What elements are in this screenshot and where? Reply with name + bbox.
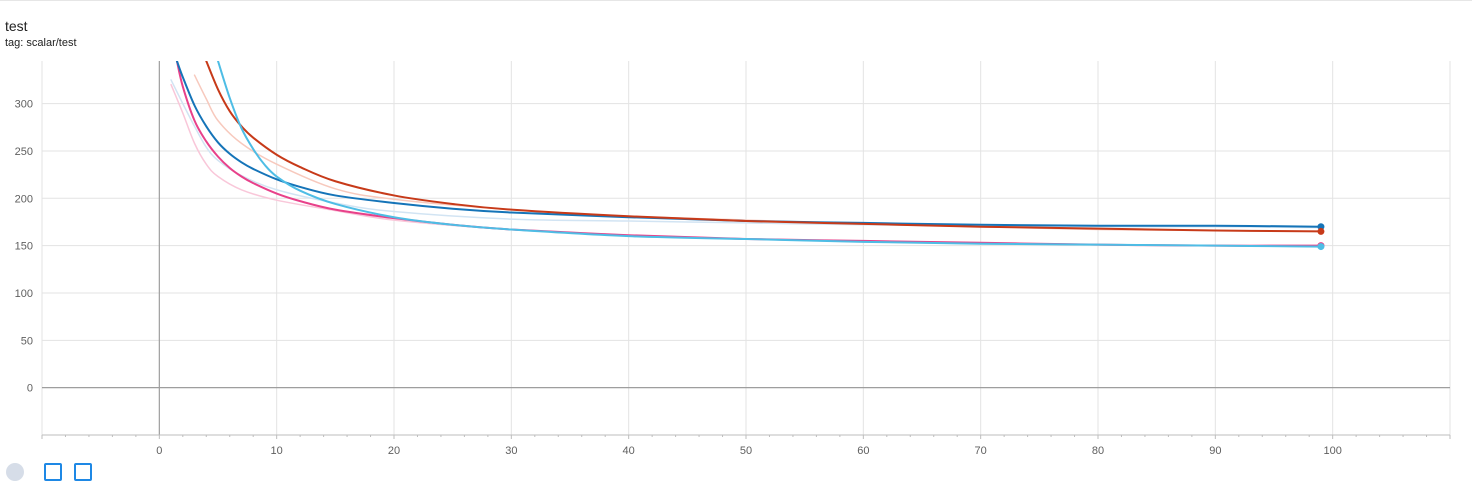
x-tick-label: 90 <box>1209 445 1221 457</box>
axes <box>41 61 1451 439</box>
series-end-marker <box>1317 243 1325 251</box>
end-markers <box>1317 223 1325 251</box>
chart-tag: tag: scalar/test <box>5 37 77 49</box>
x-tick-label: 100 <box>1323 445 1341 457</box>
grid <box>41 61 1451 436</box>
x-tick-label: 80 <box>1092 445 1104 457</box>
y-tick-label: 150 <box>15 241 33 253</box>
smoothed-series-line <box>175 61 1322 247</box>
chart-title: test <box>5 18 28 34</box>
y-tick-label: 300 <box>15 99 33 111</box>
y-tick-label: 200 <box>15 193 33 205</box>
x-tick-label: 20 <box>388 445 400 457</box>
x-tick-label: 50 <box>740 445 752 457</box>
y-tick-label: 50 <box>21 335 33 347</box>
smoothed-series-line <box>175 61 1322 228</box>
log-scale-toggle-icon[interactable] <box>44 463 62 481</box>
x-tick-label: 70 <box>975 445 987 457</box>
series-lines <box>170 61 1322 248</box>
y-tick-label: 0 <box>27 383 33 395</box>
line-chart[interactable]: 0 10 20 30 40 50 60 70 80 90 100 0 50 100 150 200 250 300 <box>0 1 1472 471</box>
series-end-marker <box>1317 227 1325 235</box>
fit-domain-icon[interactable] <box>6 463 24 481</box>
expand-chart-icon[interactable] <box>74 463 92 481</box>
smoothed-series-line <box>205 61 1322 233</box>
x-tick-label: 10 <box>271 445 283 457</box>
y-tick-label: 100 <box>15 288 33 300</box>
x-tick-label: 0 <box>156 445 162 457</box>
smoothed-series-line <box>217 61 1322 248</box>
x-tick-label: 60 <box>857 445 869 457</box>
x-tick-label: 30 <box>505 445 517 457</box>
raw-series-line <box>170 79 1322 229</box>
y-tick-label: 250 <box>15 146 33 158</box>
tick-labels: 0 10 20 30 40 50 60 70 80 90 100 0 50 100 150 200 250 300 <box>15 99 1342 457</box>
x-tick-label: 40 <box>623 445 635 457</box>
